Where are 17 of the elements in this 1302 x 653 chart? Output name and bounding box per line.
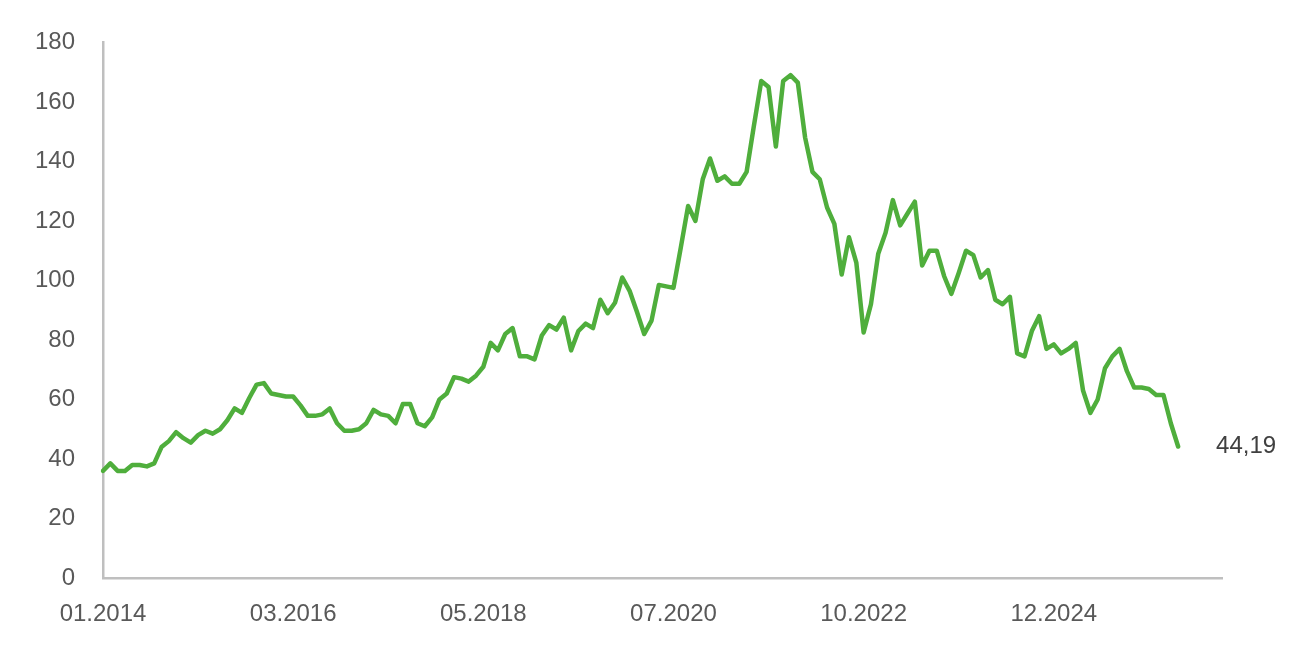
y-tick-label: 80 [48, 324, 75, 352]
y-tick-label: 0 [61, 562, 75, 590]
x-tick-label: 07.2020 [630, 599, 717, 627]
x-tick-label: 12.2024 [1010, 599, 1098, 627]
x-tick-label: 05.2018 [439, 599, 527, 627]
y-tick-label: 100 [34, 265, 75, 293]
y-tick-label: 160 [34, 86, 75, 114]
x-tick-label: 10.2022 [820, 599, 908, 627]
data-label: 44,19 [1216, 431, 1277, 459]
x-tick-label: 01.2014 [59, 599, 147, 627]
y-tick-label: 120 [34, 205, 75, 233]
y-tick-label: 40 [48, 443, 75, 471]
x-tick-label: 03.2016 [249, 599, 337, 627]
y-tick-label: 20 [48, 503, 75, 531]
y-tick-label: 60 [48, 384, 75, 412]
y-tick-label: 140 [34, 146, 75, 174]
y-tick-label: 180 [34, 27, 75, 55]
